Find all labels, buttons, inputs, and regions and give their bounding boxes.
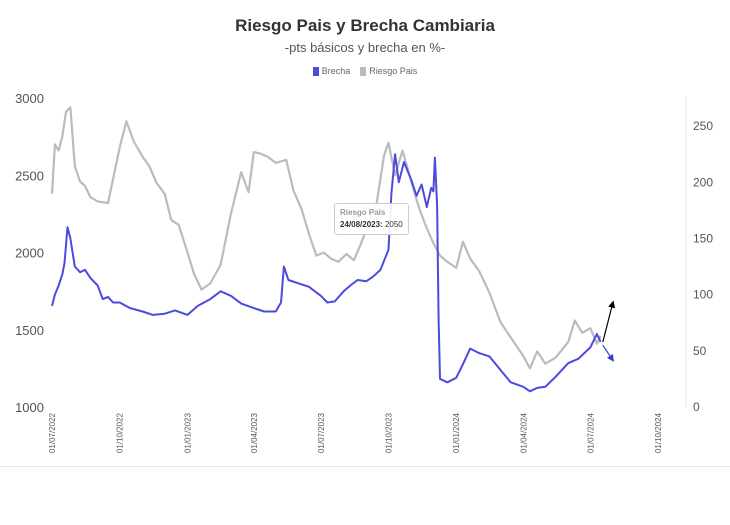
left-axis: 3000 2500 2000 1500 1000 [15,91,44,415]
x-tick-label: 01/01/2023 [183,412,192,453]
legend-swatch-brecha [312,66,319,76]
right-tick-label: 0 [693,400,700,414]
annotation-layer [602,300,616,362]
x-tick-label: 01/07/2023 [317,412,326,453]
left-tick-label: 1000 [15,400,44,415]
tooltip-date: 24/08/2023: [340,220,383,229]
legend-item-brecha[interactable]: Brecha [312,66,351,76]
annotation-arrow-up [602,300,616,343]
right-tick-label: 150 [693,231,713,245]
tooltip: Riesgo Pais 24/08/2023: 2050 [334,203,409,235]
series-line-riesgo-pais [50,106,602,370]
legend-swatch-riesgo-pais [360,66,367,76]
legend-item-riesgo-pais[interactable]: Riesgo Pais [360,66,417,76]
legend-label-brecha: Brecha [321,66,351,76]
left-tick-label: 2500 [15,168,44,183]
x-tick-label: 01/10/2022 [116,412,125,453]
x-tick-label: 01/01/2024 [452,412,461,453]
series-layer [50,106,602,393]
tooltip-value: 2050 [384,220,403,229]
x-tick-label: 01/10/2023 [385,412,394,453]
x-tick-label: 01/10/2024 [654,412,663,453]
series-line-brecha [51,153,602,393]
legend-label-riesgo-pais: Riesgo Pais [369,66,418,76]
x-tick-label: 01/07/2022 [48,412,57,453]
right-tick-label: 200 [693,175,713,189]
x-tick-label: 01/07/2024 [586,412,595,453]
x-axis: 01/07/2022 01/10/2022 01/01/2023 01/04/2023… [48,412,663,453]
right-tick-label: 50 [693,344,707,358]
bottom-rule [0,466,730,467]
right-tick-label: 100 [693,288,713,302]
chart-title: Riesgo Pais y Brecha Cambiaria [235,16,495,35]
x-tick-label: 01/04/2023 [250,412,259,453]
right-axis: 250 200 150 100 50 0 [685,96,713,414]
annotation-arrow-down [602,344,614,362]
legend: Brecha Riesgo Pais [0,66,730,76]
x-tick-label: 01/04/2024 [519,412,528,453]
right-tick-label: 250 [693,119,713,133]
left-tick-label: 2000 [15,246,44,261]
left-tick-label: 3000 [15,91,44,106]
chart-subtitle: -pts básicos y brecha en %- [284,40,446,55]
tooltip-series: Riesgo Pais [340,208,386,217]
left-tick-label: 1500 [15,323,44,338]
